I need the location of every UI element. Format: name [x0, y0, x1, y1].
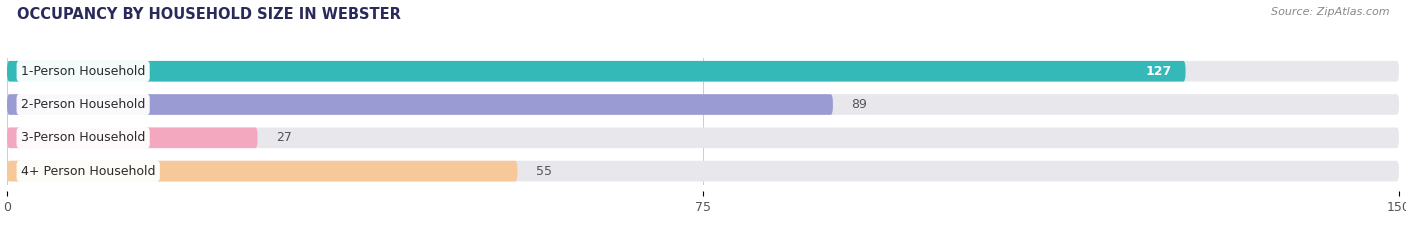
- Text: Source: ZipAtlas.com: Source: ZipAtlas.com: [1271, 7, 1389, 17]
- Text: 2-Person Household: 2-Person Household: [21, 98, 145, 111]
- FancyBboxPatch shape: [7, 94, 832, 115]
- FancyBboxPatch shape: [7, 94, 1399, 115]
- FancyBboxPatch shape: [7, 61, 1185, 82]
- Text: 3-Person Household: 3-Person Household: [21, 131, 145, 144]
- FancyBboxPatch shape: [7, 161, 517, 182]
- FancyBboxPatch shape: [7, 127, 1399, 148]
- FancyBboxPatch shape: [7, 127, 257, 148]
- FancyBboxPatch shape: [7, 161, 1399, 182]
- Text: 1-Person Household: 1-Person Household: [21, 65, 145, 78]
- Text: 55: 55: [536, 164, 553, 178]
- Text: 127: 127: [1146, 65, 1171, 78]
- Text: 4+ Person Household: 4+ Person Household: [21, 164, 156, 178]
- Text: 27: 27: [276, 131, 292, 144]
- FancyBboxPatch shape: [7, 61, 1399, 82]
- Text: 89: 89: [852, 98, 868, 111]
- Text: OCCUPANCY BY HOUSEHOLD SIZE IN WEBSTER: OCCUPANCY BY HOUSEHOLD SIZE IN WEBSTER: [17, 7, 401, 22]
